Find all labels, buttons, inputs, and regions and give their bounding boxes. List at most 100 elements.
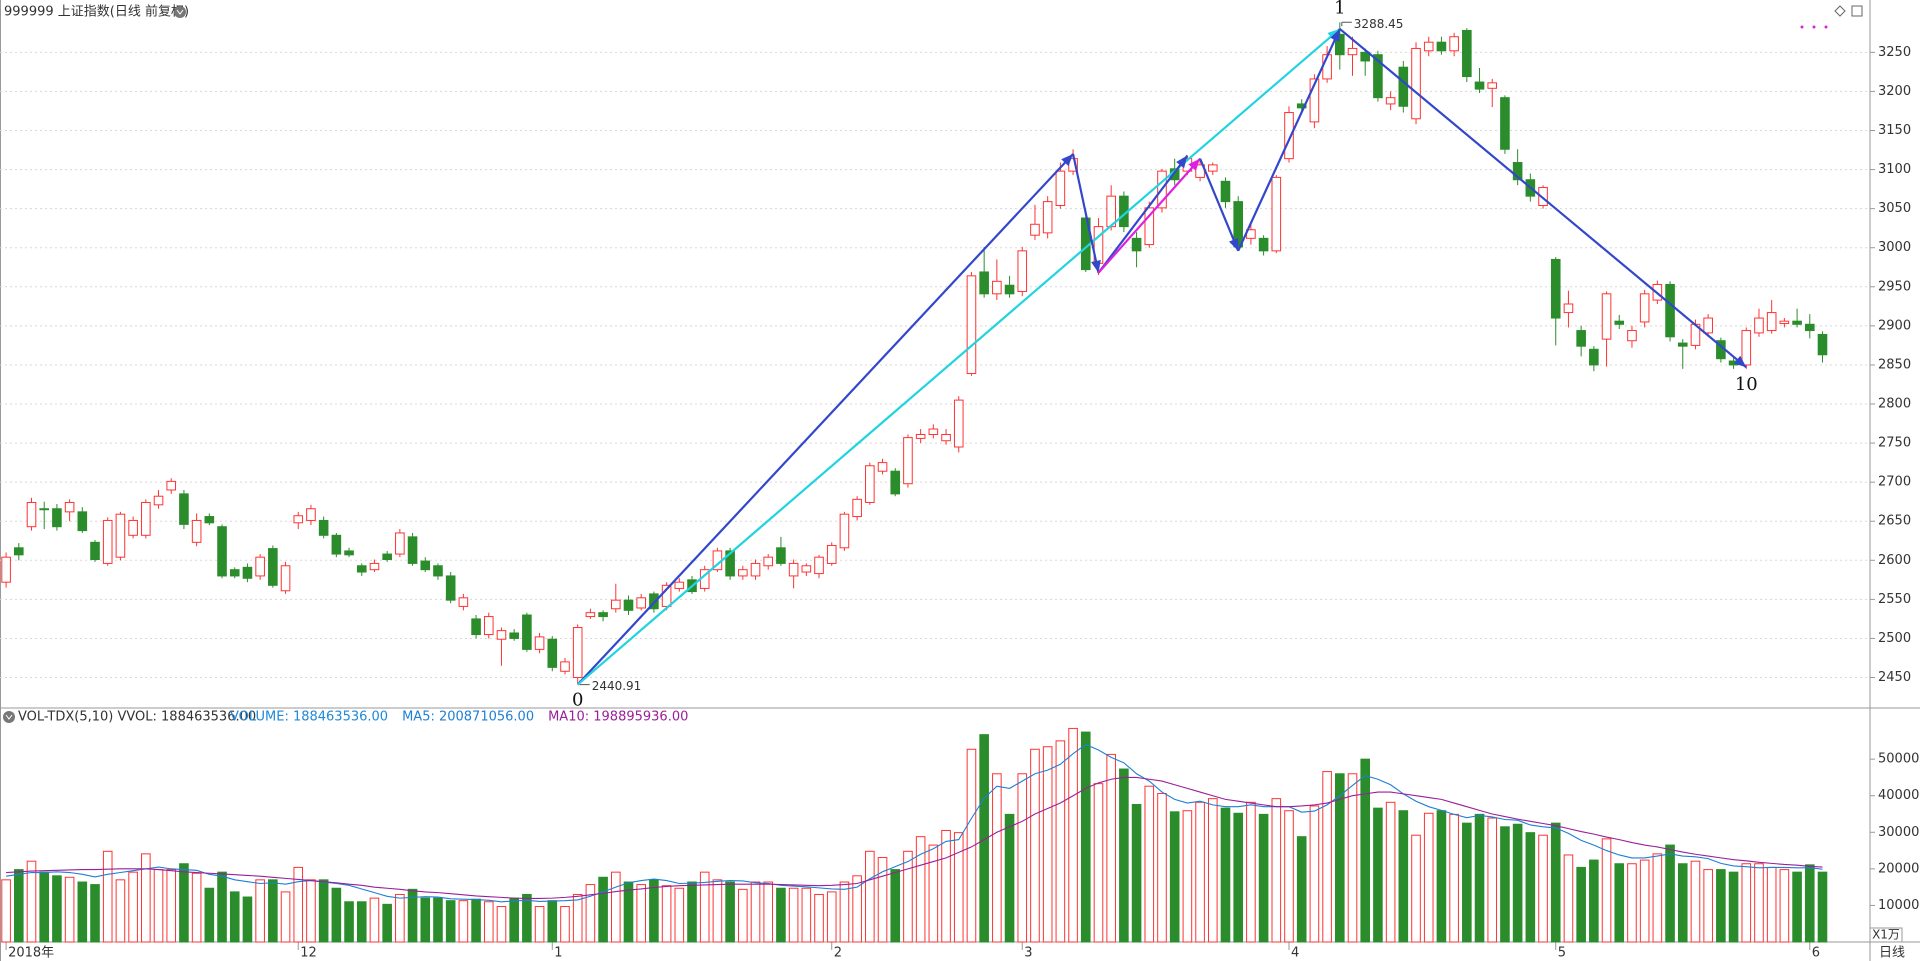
y-tick-label: 2500 bbox=[1878, 631, 1911, 646]
candle-body bbox=[1804, 323, 1815, 332]
volume-bar bbox=[471, 898, 481, 943]
volume-bar bbox=[1030, 748, 1040, 943]
candle-body bbox=[52, 508, 62, 528]
panel-icon[interactable] bbox=[1851, 5, 1863, 17]
volume-bar bbox=[992, 773, 1002, 943]
low-label: 2440.91 bbox=[592, 679, 642, 693]
volume-bar bbox=[268, 879, 278, 943]
candle-body bbox=[242, 566, 253, 579]
volume-bar bbox=[865, 850, 875, 943]
volume-bar bbox=[826, 891, 837, 943]
period-label: 日线 bbox=[1879, 946, 1905, 961]
candle-body bbox=[268, 548, 278, 586]
volume-bar bbox=[1373, 807, 1383, 943]
candle-body bbox=[1398, 66, 1409, 107]
candle-body bbox=[433, 565, 443, 577]
volume-bar bbox=[64, 876, 75, 943]
candle-body bbox=[1792, 320, 1802, 325]
volume-bar bbox=[966, 748, 977, 943]
candle-body bbox=[445, 575, 456, 601]
candle-body bbox=[1601, 293, 1612, 340]
volume-bar bbox=[1042, 746, 1053, 943]
candle-body bbox=[39, 508, 50, 511]
candle-body bbox=[344, 550, 354, 556]
volume-bar bbox=[1322, 771, 1332, 943]
diamond-icon[interactable] bbox=[1834, 5, 1846, 17]
y-tick-label: 3200 bbox=[1878, 84, 1911, 99]
volume-bar bbox=[649, 879, 659, 943]
high-marker bbox=[1341, 21, 1352, 27]
volume-bar bbox=[293, 866, 304, 943]
volume-bar bbox=[1766, 866, 1777, 943]
candle-body bbox=[1512, 162, 1523, 181]
y-tick-label: 20000 bbox=[1878, 861, 1919, 876]
y-tick-label: 30000 bbox=[1878, 825, 1919, 840]
candle-body bbox=[1, 556, 11, 583]
candle-body bbox=[1639, 293, 1650, 323]
volume-bar bbox=[839, 881, 850, 943]
candle-body bbox=[1436, 41, 1447, 52]
volume-bar bbox=[382, 903, 392, 943]
candle-body bbox=[496, 630, 507, 640]
candle-body bbox=[585, 612, 596, 618]
candle-body bbox=[1487, 82, 1498, 89]
volume-bar bbox=[725, 881, 735, 943]
volume-bar bbox=[1627, 863, 1637, 943]
volume-bar bbox=[1716, 869, 1726, 943]
x-tick-label: 4 bbox=[1291, 946, 1299, 961]
volume-bar bbox=[318, 879, 329, 943]
candle-body bbox=[1563, 303, 1574, 314]
candle-body bbox=[407, 536, 418, 564]
y-tick-label: 2700 bbox=[1878, 475, 1911, 490]
volume-bar bbox=[217, 871, 227, 943]
candle-body bbox=[128, 519, 138, 536]
candle-body bbox=[1131, 237, 1142, 252]
candle-body bbox=[1385, 97, 1396, 105]
volume-bar bbox=[483, 901, 494, 943]
candle-body bbox=[1474, 81, 1485, 90]
candle-body bbox=[547, 638, 558, 668]
candle-body bbox=[928, 428, 939, 435]
arrowhead bbox=[1330, 28, 1340, 42]
candle-body bbox=[1258, 237, 1269, 252]
volume-bar bbox=[1106, 753, 1116, 943]
y-tick-label: 2600 bbox=[1878, 553, 1911, 568]
volume-bar bbox=[141, 853, 151, 943]
volume-bar bbox=[1601, 838, 1612, 943]
volume-bar bbox=[1563, 854, 1574, 943]
volume-bar bbox=[1398, 810, 1409, 943]
ma-line bbox=[6, 776, 1823, 900]
candle-body bbox=[1576, 330, 1586, 347]
volume-bar bbox=[1423, 812, 1434, 943]
candle-body bbox=[610, 599, 621, 610]
candle-body bbox=[560, 661, 570, 672]
candle-body bbox=[1373, 54, 1383, 99]
candle-body bbox=[204, 516, 215, 524]
candle-body bbox=[369, 562, 380, 571]
volume-bar bbox=[979, 734, 989, 943]
candle-body bbox=[738, 569, 748, 577]
volume-bar bbox=[1, 879, 11, 943]
x-tick-label: 1 bbox=[554, 946, 562, 961]
high-label: 3288.45 bbox=[1354, 17, 1404, 31]
menu-icon[interactable] bbox=[3, 711, 15, 723]
candle-body bbox=[217, 526, 227, 577]
y-tick-label: 3050 bbox=[1878, 201, 1911, 216]
trend-line bbox=[1097, 157, 1201, 274]
legend-entry: VOLUME: 188463536.00 bbox=[230, 710, 388, 725]
candle-body bbox=[788, 562, 799, 577]
volume-bar bbox=[458, 900, 469, 943]
dots bbox=[1800, 25, 1828, 29]
menu-icon[interactable] bbox=[174, 6, 186, 18]
volume-bar bbox=[1550, 822, 1561, 943]
volume-bar bbox=[738, 888, 748, 943]
volume-bar bbox=[26, 860, 37, 943]
arrowhead bbox=[1061, 153, 1074, 167]
volume-bar bbox=[1500, 826, 1510, 943]
candle-body bbox=[1754, 317, 1764, 334]
volume-bar bbox=[1157, 793, 1167, 943]
volume-bar bbox=[1792, 871, 1802, 943]
candle-body bbox=[1309, 78, 1320, 123]
